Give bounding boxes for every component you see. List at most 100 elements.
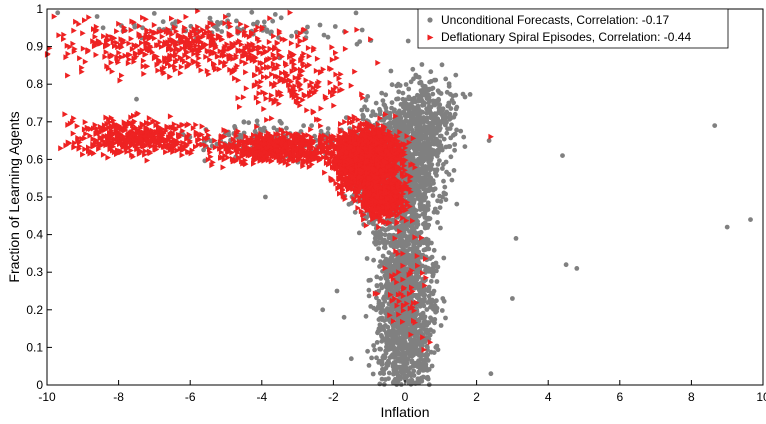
- point-unconditional: [431, 329, 436, 334]
- point-unconditional: [213, 24, 219, 30]
- point-unconditional: [401, 230, 407, 236]
- point-unconditional: [424, 351, 429, 357]
- point-unconditional: [352, 209, 358, 215]
- point-unconditional: [418, 151, 424, 156]
- point-unconditional: [439, 147, 445, 153]
- point-unconditional: [55, 10, 61, 16]
- point-unconditional: [371, 257, 376, 263]
- point-unconditional: [241, 119, 247, 125]
- point-unconditional: [452, 142, 458, 147]
- point-unconditional: [301, 123, 306, 129]
- point-unconditional: [395, 263, 401, 269]
- point-unconditional: [412, 191, 418, 197]
- point-unconditional: [418, 375, 424, 381]
- point-unconditional: [437, 205, 443, 211]
- point-unconditional: [422, 209, 428, 215]
- point-unconditional: [376, 305, 382, 311]
- point-unconditional: [446, 172, 452, 177]
- point-unconditional: [395, 81, 401, 87]
- point-unconditional: [403, 126, 408, 132]
- point-unconditional: [252, 128, 258, 134]
- point-unconditional: [423, 364, 429, 369]
- point-unconditional: [410, 363, 416, 369]
- point-unconditional: [365, 94, 371, 99]
- point-unconditional: [453, 106, 459, 112]
- point-unconditional: [397, 234, 403, 240]
- point-unconditional: [432, 130, 437, 135]
- point-unconditional: [421, 359, 427, 364]
- point-unconditional: [134, 96, 139, 102]
- point-unconditional: [462, 144, 468, 150]
- point-unconditional: [383, 258, 389, 263]
- point-unconditional: [451, 132, 456, 138]
- point-unconditional: [386, 250, 392, 256]
- point-unconditional: [261, 19, 267, 25]
- point-unconditional: [398, 102, 404, 107]
- point-unconditional: [272, 12, 278, 17]
- point-unconditional: [432, 111, 438, 117]
- point-unconditional: [400, 96, 406, 102]
- point-unconditional: [341, 314, 347, 320]
- point-unconditional: [406, 371, 412, 377]
- point-unconditional: [414, 183, 420, 189]
- point-unconditional: [417, 297, 423, 303]
- point-unconditional: [439, 308, 445, 313]
- point-unconditional: [416, 349, 421, 354]
- point-unconditional: [397, 108, 402, 114]
- point-unconditional: [374, 355, 379, 361]
- point-unconditional: [411, 242, 416, 248]
- point-unconditional: [151, 11, 157, 16]
- point-unconditional: [458, 128, 464, 134]
- point-unconditional: [425, 300, 430, 305]
- point-unconditional: [374, 274, 380, 280]
- point-unconditional: [372, 347, 377, 353]
- point-unconditional: [403, 326, 409, 332]
- point-unconditional: [403, 82, 409, 87]
- point-unconditional: [419, 313, 424, 318]
- point-unconditional: [394, 366, 399, 372]
- point-unconditional: [440, 166, 445, 171]
- point-unconditional: [381, 371, 387, 376]
- point-unconditional: [348, 356, 354, 362]
- point-unconditional: [441, 178, 446, 184]
- point-unconditional: [406, 107, 412, 113]
- point-unconditional: [431, 99, 436, 105]
- point-unconditional: [366, 287, 372, 293]
- point-unconditional: [270, 18, 276, 24]
- point-unconditional: [317, 22, 323, 28]
- point-unconditional: [422, 225, 428, 231]
- point-unconditional: [433, 136, 439, 142]
- point-unconditional: [370, 371, 376, 377]
- point-unconditional: [207, 15, 213, 21]
- point-unconditional: [445, 103, 451, 109]
- point-unconditional: [425, 200, 431, 206]
- point-unconditional: [435, 150, 441, 156]
- point-unconditional: [396, 336, 402, 342]
- point-unconditional: [354, 41, 360, 47]
- point-unconditional: [417, 96, 422, 102]
- point-unconditional: [488, 371, 494, 377]
- point-unconditional: [374, 283, 380, 288]
- point-unconditional: [249, 9, 255, 15]
- point-unconditional: [353, 10, 359, 16]
- point-unconditional: [386, 337, 391, 343]
- point-unconditional: [427, 104, 433, 110]
- point-unconditional: [396, 374, 401, 380]
- point-unconditional: [383, 92, 389, 98]
- point-unconditional: [380, 284, 385, 290]
- points-layer: [44, 8, 753, 388]
- point-unconditional: [412, 178, 418, 184]
- point-unconditional: [422, 146, 428, 151]
- point-unconditional: [467, 92, 473, 97]
- point-unconditional: [369, 355, 374, 361]
- point-unconditional: [389, 82, 395, 88]
- point-unconditional: [371, 343, 376, 348]
- point-unconditional: [379, 333, 384, 338]
- point-unconditional: [378, 276, 384, 281]
- point-unconditional: [417, 145, 422, 151]
- point-unconditional: [441, 255, 447, 261]
- point-unconditional: [422, 215, 428, 220]
- point-unconditional: [381, 382, 387, 387]
- point-unconditional: [424, 125, 430, 130]
